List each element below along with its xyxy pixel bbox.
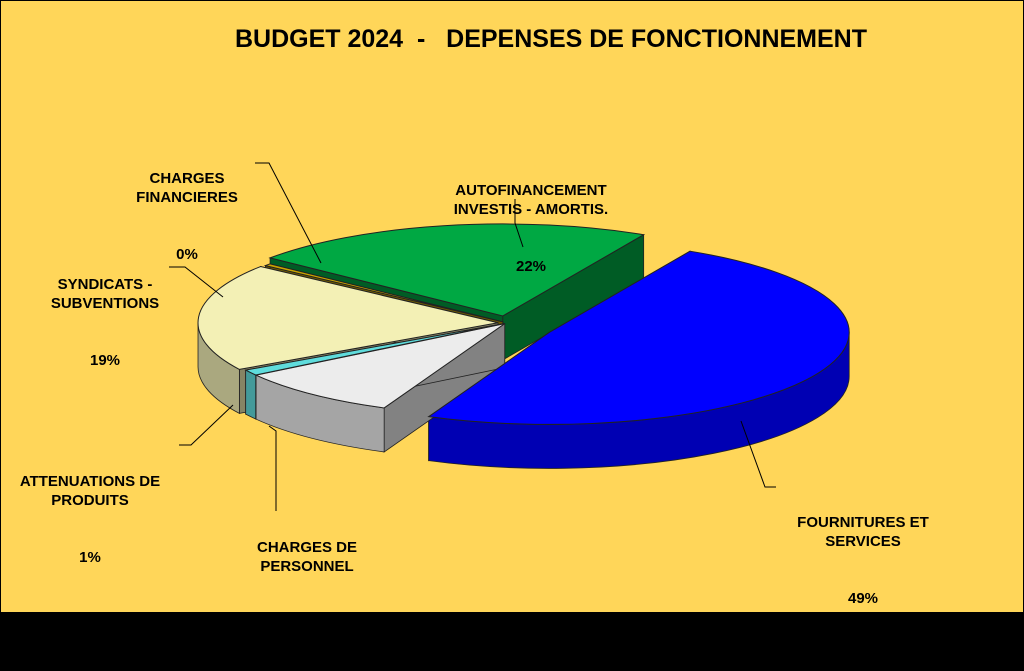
label-name: SYNDICATS - SUBVENTIONS xyxy=(50,276,160,312)
label-pct: 19% xyxy=(89,352,121,369)
label-pct: 0% xyxy=(176,246,198,263)
label-autofinancement: AUTOFINANCEMENT INVESTIS - AMORTIS. 22% xyxy=(406,143,656,314)
pie-side-wall xyxy=(245,369,257,420)
label-pct: 1% xyxy=(79,549,101,566)
label-attenuations-de-produits: ATTENUATIONS DE PRODUITS 1% xyxy=(1,434,179,605)
leader-line-2 xyxy=(179,404,234,446)
leader-lines-group xyxy=(169,162,776,511)
pie-tops-group xyxy=(197,223,850,425)
pie-slice-3 xyxy=(197,266,499,370)
leader-line-1 xyxy=(268,425,277,511)
label-name: AUTOFINANCEMENT INVESTIS - AMORTIS. xyxy=(453,182,609,218)
label-name: CHARGES DE PERSONNEL xyxy=(256,539,357,575)
label-pct: 49% xyxy=(847,590,879,607)
label-fournitures-et-services: FOURNITURES ET SERVICES 49% xyxy=(763,475,963,646)
label-pct: 9% xyxy=(296,615,318,632)
pie-chart xyxy=(169,162,850,511)
label-syndicats-subventions: SYNDICATS - SUBVENTIONS 19% xyxy=(21,237,189,408)
leader-line-5 xyxy=(514,199,524,248)
label-name: FOURNITURES ET SERVICES xyxy=(797,514,929,550)
pie-slice-0 xyxy=(427,250,850,425)
chart-area: BUDGET 2024 - DEPENSES DE FONCTIONNEMENT… xyxy=(0,0,1024,613)
label-name: CHARGES FINANCIERES xyxy=(136,170,238,206)
label-charges-financieres: CHARGES FINANCIERES 0% xyxy=(101,131,273,302)
leader-line-3 xyxy=(169,266,224,298)
pie-slice-1 xyxy=(254,323,506,409)
leader-line-4 xyxy=(255,162,322,264)
pie-slice-5 xyxy=(268,223,646,317)
leader-line-0 xyxy=(740,420,776,488)
label-name: ATTENUATIONS DE PRODUITS xyxy=(19,473,161,509)
label-pct: 22% xyxy=(515,258,547,275)
pie-slice-2 xyxy=(244,322,505,376)
chart-title: BUDGET 2024 - DEPENSES DE FONCTIONNEMENT xyxy=(234,25,868,53)
label-charges-de-personnel: CHARGES DE PERSONNEL 9% xyxy=(217,500,397,671)
pie-slice-4 xyxy=(263,263,503,323)
